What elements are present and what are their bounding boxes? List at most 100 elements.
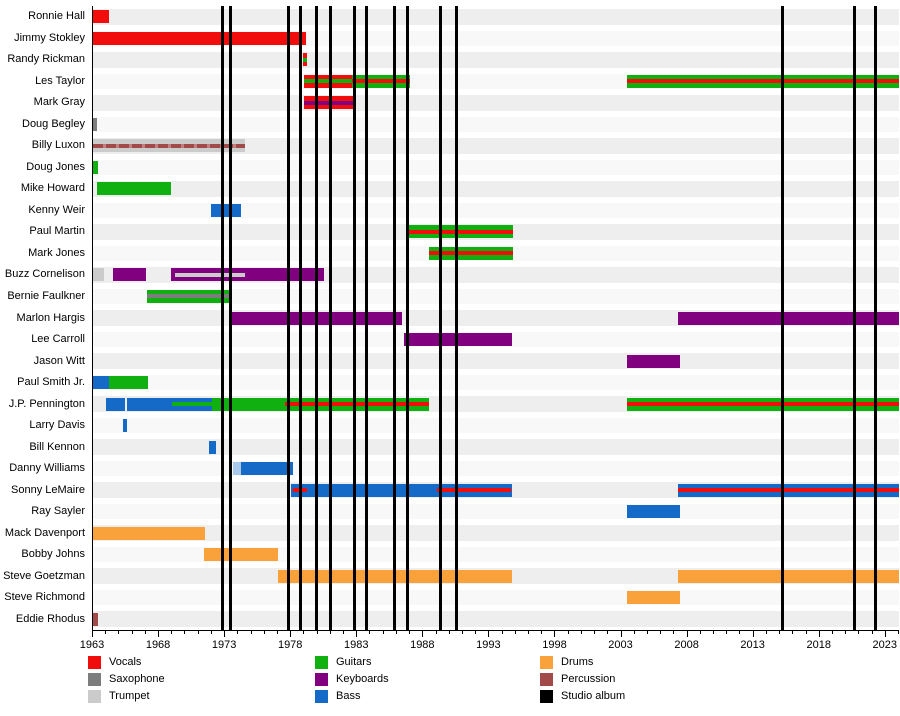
minor-tick — [197, 630, 199, 634]
legend-swatch-vocals — [88, 656, 101, 669]
membership-bar — [678, 569, 899, 583]
member-name: Buzz Cornelison — [4, 268, 85, 281]
member-name: Les Taylor — [35, 74, 85, 87]
member-name: Paul Smith Jr. — [17, 376, 85, 389]
instrument-stripe — [304, 100, 354, 105]
studio-album-line — [365, 6, 368, 630]
major-tick — [422, 630, 424, 637]
row-band — [93, 353, 899, 369]
membership-bar — [127, 397, 212, 411]
member-name: Eddie Rhodus — [15, 612, 85, 625]
row-band — [93, 611, 899, 627]
minor-tick — [131, 630, 133, 634]
minor-tick — [646, 630, 648, 634]
axis-year-label: 1978 — [277, 639, 303, 651]
axis-year-label: 1998 — [542, 639, 567, 651]
member-name: Doug Begley — [22, 117, 85, 130]
instrument-stripe — [626, 79, 899, 84]
studio-album-line — [405, 6, 409, 630]
instrument-stripe — [428, 251, 514, 256]
minor-tick — [580, 630, 582, 634]
member-name: Steve Goetzman — [3, 569, 85, 582]
member-name: J.P. Pennington — [8, 397, 85, 410]
member-name: Jason Witt — [33, 354, 85, 367]
instrument-stripe — [172, 402, 212, 407]
row-band — [93, 9, 899, 25]
minor-tick — [845, 630, 847, 634]
instrument-stripe — [351, 79, 411, 84]
axis-year-label: 1993 — [476, 639, 501, 651]
legend-swatch-drums — [540, 656, 553, 669]
membership-bar — [108, 376, 149, 390]
legend-label: Guitars — [336, 656, 372, 668]
row-band — [93, 116, 899, 133]
axis-year-label: 1973 — [211, 639, 237, 651]
minor-tick — [303, 630, 305, 634]
minor-tick — [263, 630, 265, 634]
minor-tick — [633, 630, 635, 634]
studio-album-line — [873, 6, 877, 630]
membership-bar — [93, 612, 99, 626]
row-band — [93, 288, 899, 305]
member-name: Billy Luxon — [31, 139, 85, 152]
legend-swatch-percussion — [540, 673, 553, 686]
minor-tick — [792, 630, 794, 634]
row-band — [93, 417, 899, 434]
major-tick — [290, 630, 292, 637]
legend-swatch-bass — [315, 690, 328, 703]
membership-bar — [93, 268, 104, 282]
legend-label: Saxophone — [109, 673, 165, 685]
minor-tick — [369, 630, 371, 634]
minor-tick — [461, 630, 463, 634]
member-name: Lee Carroll — [31, 333, 85, 346]
axis-year-label: 2013 — [740, 639, 765, 651]
studio-album-line — [781, 6, 785, 630]
member-name: Paul Martin — [29, 225, 85, 238]
studio-album-line — [314, 6, 318, 630]
minor-tick — [448, 630, 450, 634]
studio-album-line — [454, 6, 458, 630]
minor-tick — [739, 630, 741, 634]
row-band — [93, 503, 899, 520]
minor-tick — [898, 630, 899, 634]
member-name: Mike Howard — [20, 182, 85, 195]
membership-bar — [96, 182, 171, 196]
membership-bar — [112, 268, 146, 282]
legend-label: Trumpet — [109, 690, 150, 702]
instrument-stripe — [174, 272, 245, 277]
membership-bar — [93, 117, 97, 131]
instrument-stripe — [626, 402, 899, 407]
minor-tick — [501, 630, 503, 634]
member-name: Larry Davis — [29, 419, 85, 432]
minor-tick — [475, 630, 477, 634]
major-tick — [620, 630, 622, 637]
major-tick — [92, 630, 93, 637]
row-band — [93, 202, 899, 219]
member-name: Sonny LeMaire — [11, 483, 85, 496]
membership-bar — [93, 160, 99, 174]
minor-tick — [726, 630, 728, 634]
minor-tick — [409, 630, 411, 634]
axis-year-label: 2003 — [608, 639, 633, 651]
axis-year-label: 1968 — [145, 639, 171, 651]
membership-bar — [93, 10, 109, 24]
axis-year-label: 2008 — [674, 639, 699, 651]
row-band — [93, 159, 899, 176]
minor-tick — [144, 630, 146, 634]
row-band — [93, 374, 899, 391]
row-band — [93, 525, 899, 541]
studio-album-line — [220, 6, 224, 630]
major-tick — [818, 630, 820, 637]
row-band — [93, 181, 899, 197]
studio-album-line — [852, 6, 856, 630]
axis-year-label: 2023 — [872, 639, 898, 651]
member-name: Bobby Johns — [21, 548, 85, 561]
minor-tick — [858, 630, 860, 634]
studio-album-line — [329, 6, 333, 630]
instrument-stripe — [436, 488, 511, 493]
major-tick — [884, 630, 886, 637]
studio-album-line — [353, 6, 357, 630]
minor-tick — [329, 630, 331, 634]
major-tick — [752, 630, 754, 637]
